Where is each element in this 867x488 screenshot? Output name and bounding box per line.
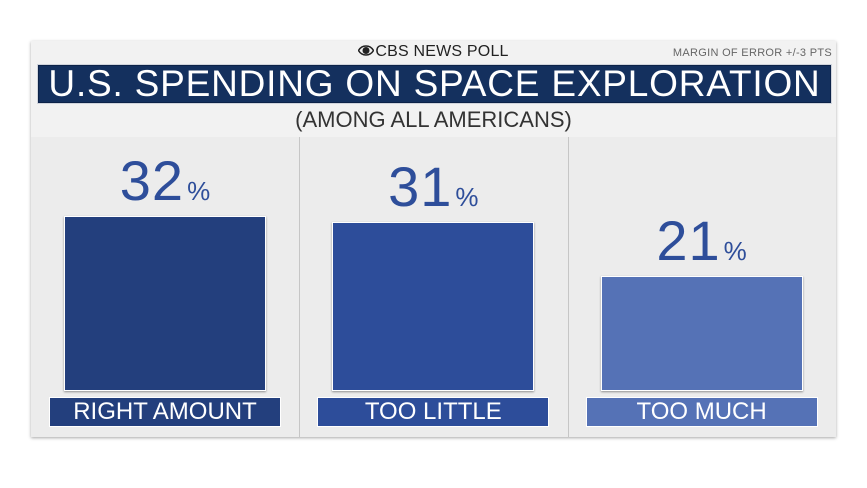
category-label: TOO LITTLE	[317, 397, 550, 427]
cbs-eye-icon	[358, 45, 375, 56]
data-label: 21%	[568, 208, 836, 273]
bar-column: 31% TOO LITTLE	[299, 137, 567, 437]
bar-column: 21% TOO MUCH	[568, 137, 836, 437]
data-label-value: 31	[388, 154, 453, 218]
column-divider	[299, 137, 300, 437]
brand-name: CBS NEWS POLL	[375, 43, 509, 60]
category-label: RIGHT AMOUNT	[49, 397, 281, 427]
header: CBS NEWS POLL MARGIN OF ERROR +/-3 PTS U…	[31, 41, 836, 137]
poll-graphic: CBS NEWS POLL MARGIN OF ERROR +/-3 PTS U…	[31, 41, 836, 437]
brand: CBS NEWS POLL	[31, 43, 836, 63]
margin-of-error: MARGIN OF ERROR +/-3 PTS	[672, 47, 832, 59]
chart-title: U.S. SPENDING ON SPACE EXPLORATION	[48, 63, 821, 104]
bar-column: 32% RIGHT AMOUNT	[31, 137, 299, 437]
column-divider	[568, 137, 569, 437]
data-label-percent-sign: %	[723, 235, 747, 266]
bar	[600, 275, 803, 391]
bar-chart: 32% RIGHT AMOUNT 31% TOO LITTLE 21% TOO MUCH	[31, 137, 836, 437]
data-label-percent-sign: %	[455, 181, 479, 212]
title-bar: U.S. SPENDING ON SPACE EXPLORATION	[37, 64, 832, 104]
data-label-value: 32	[119, 149, 185, 213]
bar	[64, 216, 266, 391]
chart-subtitle: (AMONG ALL AMERICANS)	[295, 107, 572, 132]
category-label: TOO MUCH	[585, 397, 818, 427]
data-label-percent-sign: %	[187, 176, 211, 207]
data-label-value: 21	[656, 208, 721, 272]
data-label: 31%	[299, 154, 567, 219]
data-label: 32%	[31, 148, 299, 213]
bar	[332, 221, 535, 391]
